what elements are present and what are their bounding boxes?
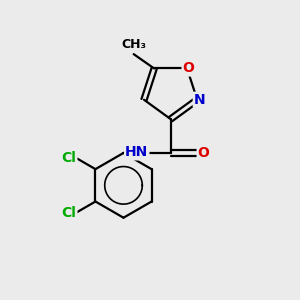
- Text: CH₃: CH₃: [121, 38, 146, 51]
- Text: Cl: Cl: [61, 206, 76, 220]
- Text: O: O: [198, 146, 209, 160]
- Text: N: N: [194, 93, 206, 107]
- Text: O: O: [183, 61, 194, 76]
- Text: HN: HN: [125, 146, 148, 159]
- Text: Cl: Cl: [61, 151, 76, 165]
